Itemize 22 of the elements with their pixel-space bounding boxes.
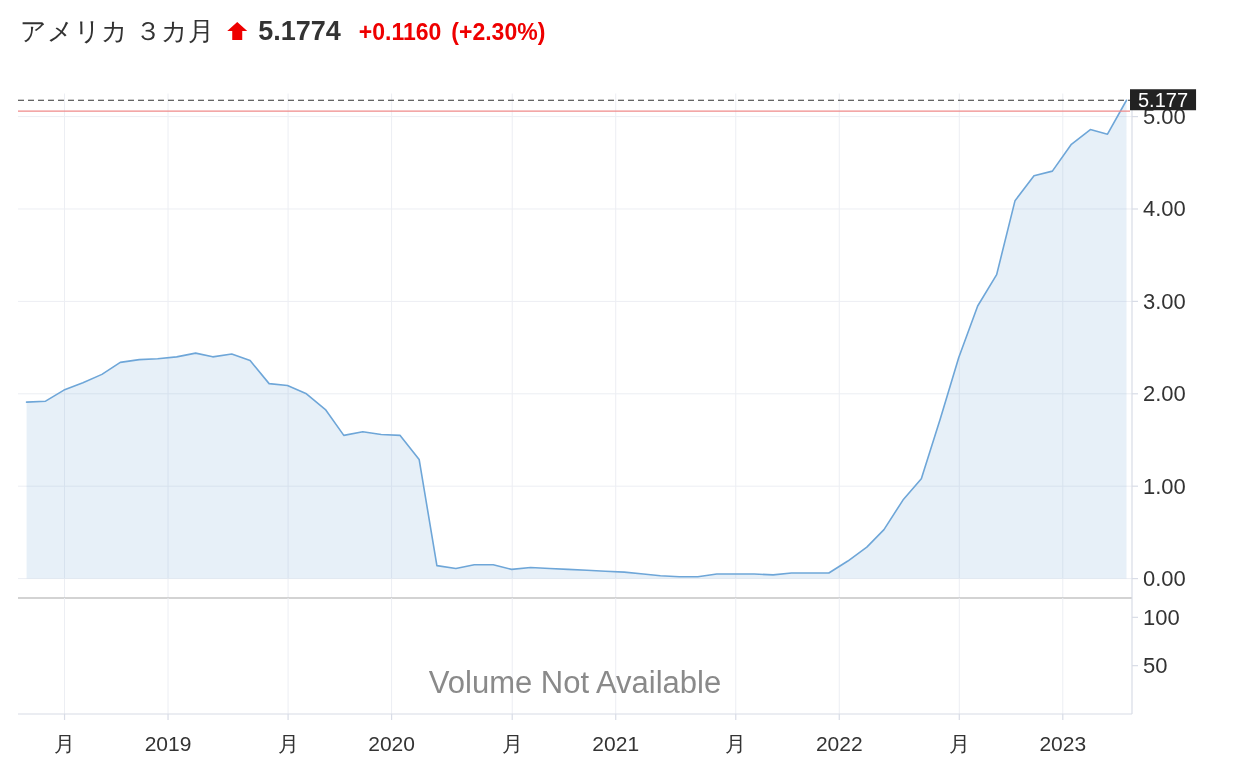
- y-tick-label: 3.00: [1143, 288, 1186, 314]
- x-tick-label: 2022: [815, 732, 863, 755]
- y-tick-label: 0.00: [1143, 566, 1186, 592]
- y-tick-label: 1.00: [1143, 473, 1186, 499]
- y-tick-label: 100: [1143, 604, 1180, 630]
- text: 5.1774: [258, 16, 341, 46]
- x-tick-label: 2021: [592, 732, 640, 755]
- x-tick-label: 月: [277, 732, 299, 755]
- annotation: Volume Not Available: [428, 664, 722, 700]
- x-tick-label: 2019: [144, 732, 192, 755]
- text: (+2.30%): [451, 19, 546, 45]
- chart-title: アメリカ ３カ月: [20, 16, 215, 46]
- x-tick-label: 2023: [1039, 732, 1087, 755]
- x-tick-label: 月: [725, 732, 747, 755]
- text: +0.1160: [358, 19, 442, 45]
- x-tick-label: 月: [501, 732, 523, 755]
- x-tick-label: 月: [54, 732, 76, 755]
- x-tick-label: 月: [948, 732, 970, 755]
- x-tick-label: 2020: [368, 732, 415, 755]
- y-tick-label: 4.00: [1143, 196, 1186, 222]
- y-tick-label: 50: [1143, 653, 1168, 679]
- y-tick-label: 2.00: [1143, 381, 1186, 407]
